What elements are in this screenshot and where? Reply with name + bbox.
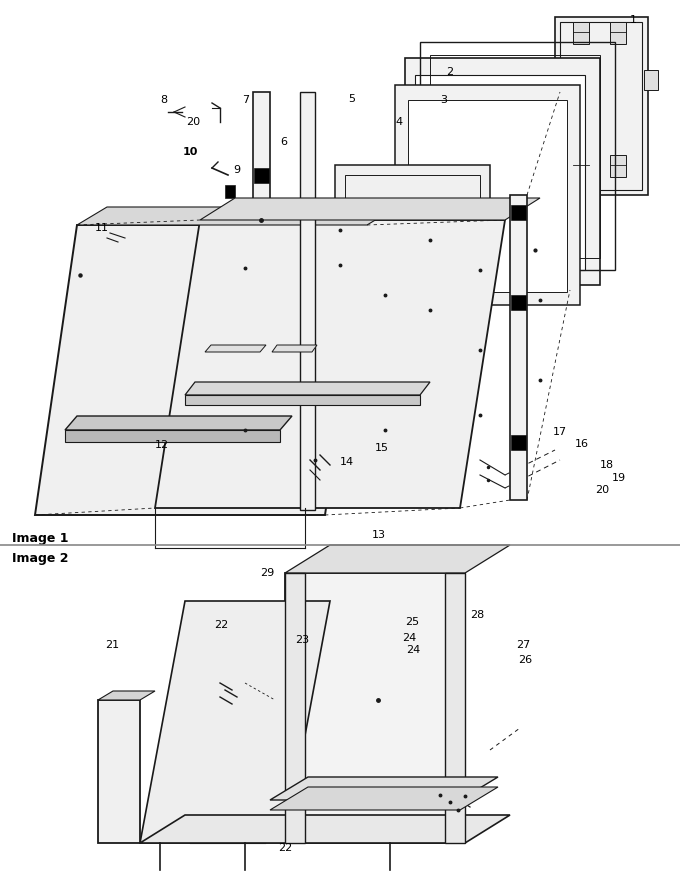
Text: 21: 21: [105, 640, 119, 650]
Polygon shape: [285, 573, 465, 843]
Polygon shape: [395, 85, 580, 305]
Polygon shape: [610, 22, 626, 44]
Polygon shape: [510, 195, 527, 500]
Text: 18: 18: [600, 460, 614, 470]
Polygon shape: [445, 573, 465, 843]
Text: 3: 3: [440, 95, 447, 105]
Text: 24: 24: [402, 633, 416, 643]
Text: 14: 14: [340, 457, 354, 467]
Polygon shape: [65, 430, 280, 442]
Text: 26: 26: [518, 655, 532, 665]
Text: 8: 8: [160, 95, 167, 105]
Text: 19: 19: [612, 473, 626, 483]
Polygon shape: [77, 207, 397, 225]
Polygon shape: [254, 168, 269, 183]
Text: 20: 20: [186, 117, 200, 127]
Polygon shape: [98, 700, 140, 843]
Text: 24: 24: [406, 645, 420, 655]
Polygon shape: [408, 100, 567, 292]
Text: 22: 22: [278, 843, 292, 853]
Polygon shape: [573, 22, 589, 44]
Polygon shape: [644, 70, 658, 90]
Text: 15: 15: [375, 443, 389, 453]
Text: 6: 6: [280, 137, 287, 147]
Polygon shape: [98, 691, 155, 700]
Text: 29: 29: [260, 568, 274, 578]
Text: 22: 22: [214, 620, 228, 630]
Polygon shape: [140, 815, 510, 843]
Text: Image 2: Image 2: [12, 552, 69, 564]
Polygon shape: [200, 198, 540, 220]
Polygon shape: [405, 58, 600, 285]
Polygon shape: [610, 155, 626, 177]
Text: 16: 16: [575, 439, 589, 449]
Text: 11: 11: [95, 223, 109, 233]
Text: 27: 27: [516, 640, 530, 650]
Polygon shape: [185, 395, 420, 405]
Text: 4: 4: [395, 117, 402, 127]
Text: 2: 2: [446, 67, 453, 77]
Polygon shape: [511, 205, 526, 220]
Text: 5: 5: [348, 94, 355, 104]
Text: 10: 10: [183, 147, 199, 157]
Polygon shape: [300, 92, 315, 510]
Polygon shape: [285, 573, 305, 843]
Text: 9: 9: [233, 165, 240, 175]
Polygon shape: [205, 345, 266, 352]
Polygon shape: [272, 345, 317, 352]
Polygon shape: [285, 545, 510, 573]
Polygon shape: [65, 416, 292, 430]
Polygon shape: [335, 165, 490, 310]
Polygon shape: [270, 777, 498, 800]
Text: 13: 13: [372, 530, 386, 540]
Polygon shape: [140, 601, 330, 843]
Text: Image 1: Image 1: [12, 532, 69, 545]
Polygon shape: [253, 92, 270, 510]
Text: 1: 1: [630, 15, 637, 25]
Polygon shape: [511, 295, 526, 310]
Polygon shape: [415, 75, 585, 270]
Text: 28: 28: [470, 610, 484, 620]
Polygon shape: [270, 787, 498, 810]
Polygon shape: [185, 382, 430, 395]
Polygon shape: [573, 155, 589, 177]
Polygon shape: [35, 225, 367, 515]
Polygon shape: [555, 17, 648, 195]
Text: 7: 7: [242, 95, 249, 105]
Polygon shape: [225, 185, 235, 198]
Text: 25: 25: [405, 617, 419, 627]
Text: 17: 17: [553, 427, 567, 437]
Polygon shape: [155, 220, 505, 508]
Polygon shape: [511, 435, 526, 450]
Text: 23: 23: [295, 635, 309, 645]
Text: 12: 12: [155, 440, 169, 450]
Text: 20: 20: [595, 485, 609, 495]
